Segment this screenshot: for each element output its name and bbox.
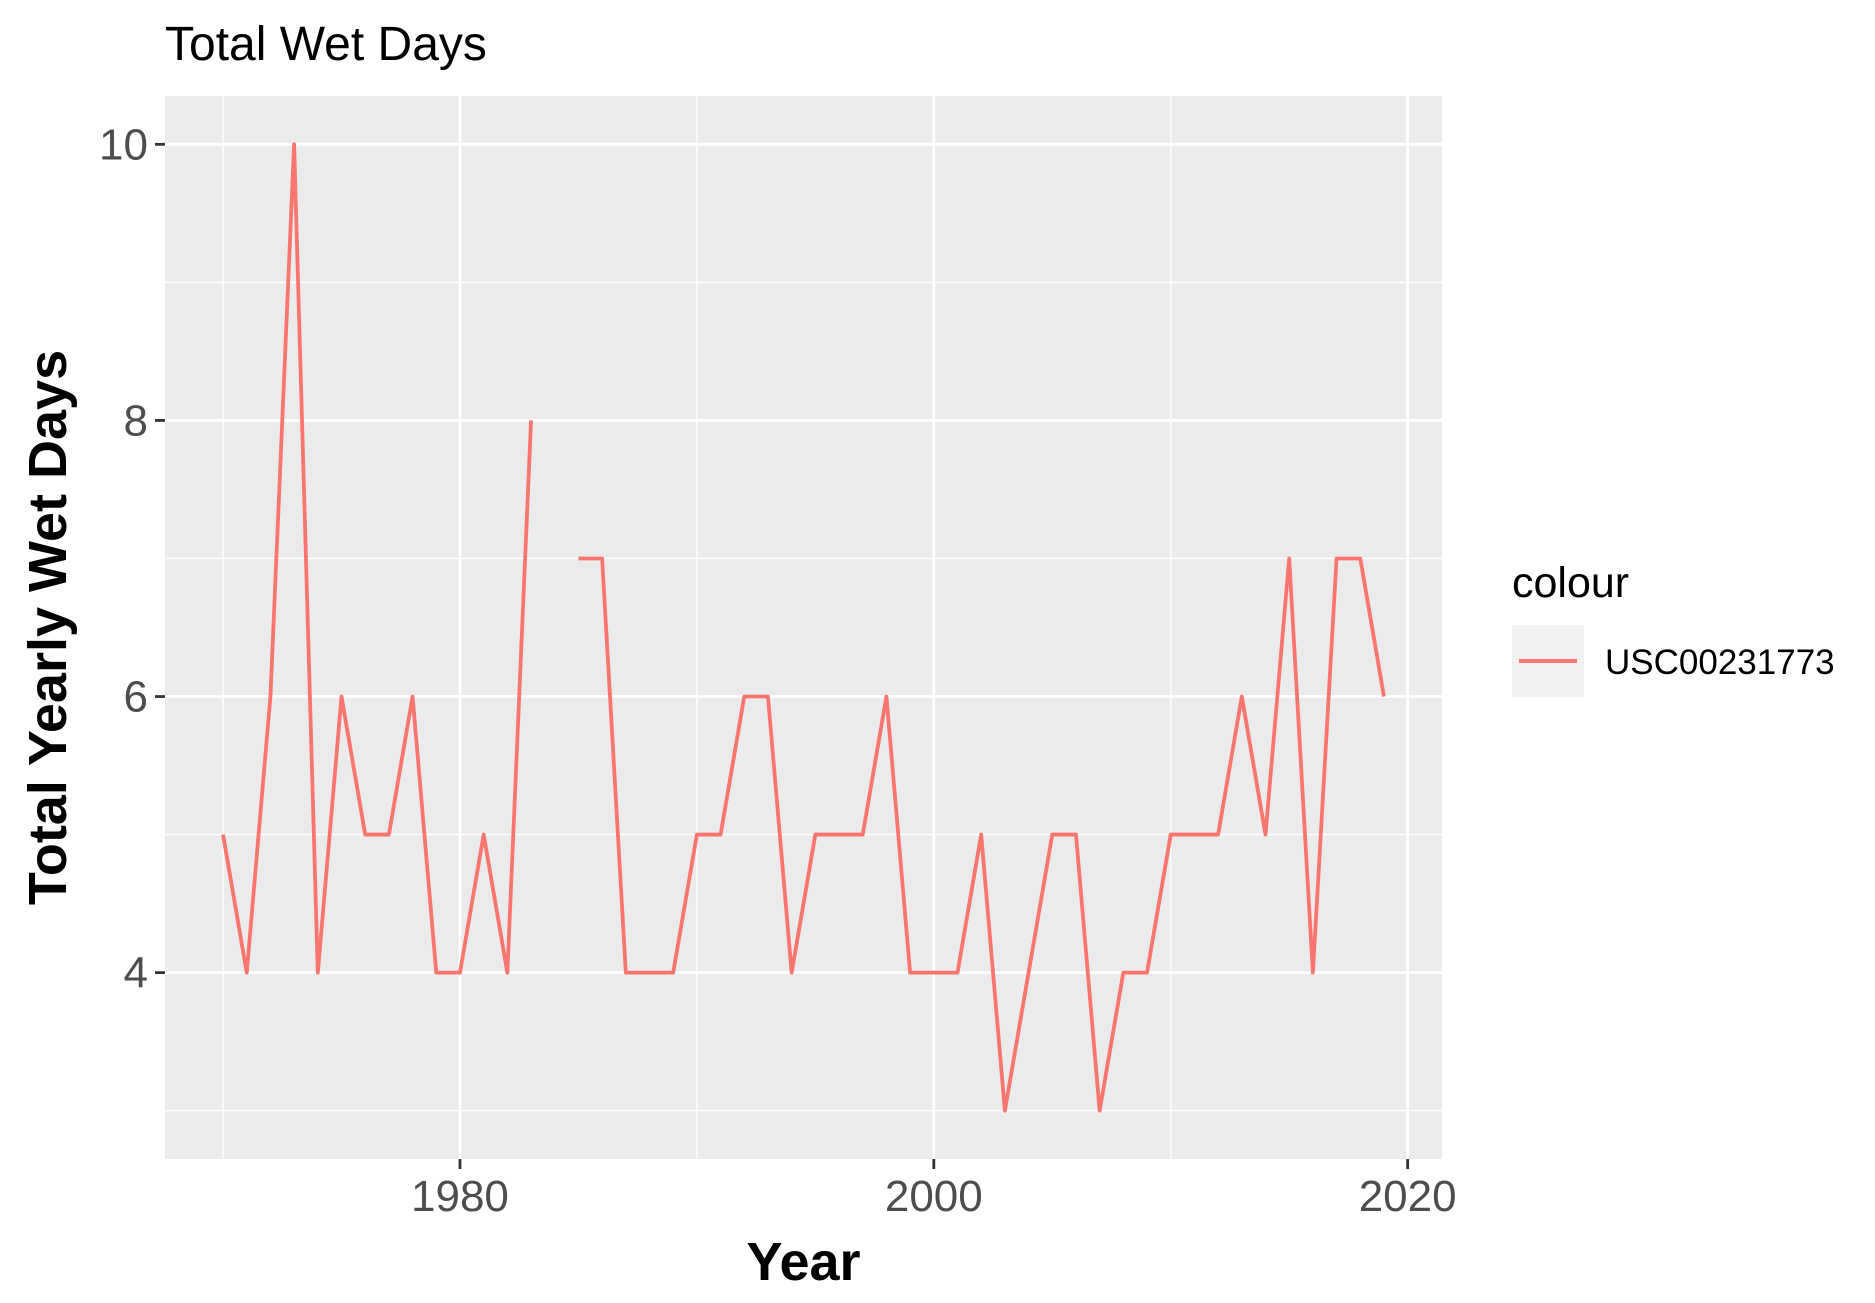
y-axis: 4 6 8 10 xyxy=(99,120,165,998)
legend: colour USC00231773 xyxy=(1512,559,1835,697)
legend-label: USC00231773 xyxy=(1605,643,1835,682)
x-tick-label: 2020 xyxy=(1359,1172,1457,1221)
y-tick-label: 6 xyxy=(124,673,148,722)
series-line-segment xyxy=(578,556,1386,1113)
x-axis-title: Year xyxy=(746,1232,860,1292)
major-gridlines xyxy=(165,96,1442,1159)
series-line-segment xyxy=(221,142,533,975)
x-tick-label: 2000 xyxy=(885,1172,983,1221)
y-tick-label: 4 xyxy=(124,949,148,998)
x-axis: 1980 2000 2020 xyxy=(411,1159,1457,1221)
x-tick-label: 1980 xyxy=(411,1172,509,1221)
legend-title: colour xyxy=(1512,559,1629,607)
chart-title: Total Wet Days xyxy=(165,18,487,71)
y-tick-label: 10 xyxy=(99,120,148,169)
series-layer xyxy=(221,142,1386,1113)
y-axis-title: Total Yearly Wet Days xyxy=(18,350,78,905)
y-tick-label: 8 xyxy=(124,396,148,445)
plot-panel xyxy=(165,96,1442,1159)
